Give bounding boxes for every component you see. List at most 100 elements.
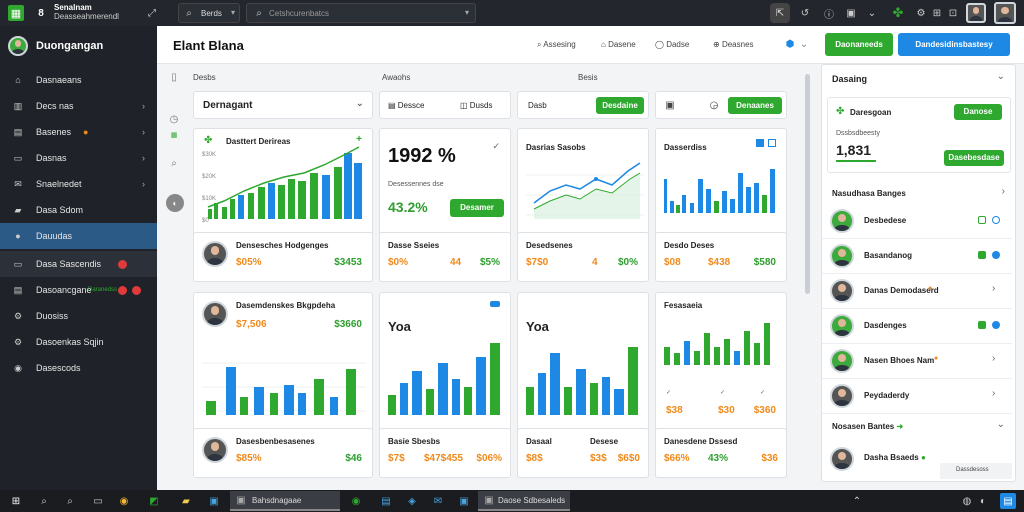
window-icon[interactable]: ▣ <box>459 495 469 507</box>
sidebar-item-users[interactable]: ● Dauudas <box>0 223 157 249</box>
filter-chip-1[interactable]: ▤ Dessce <box>388 101 425 110</box>
chart-6-label-2: ✓ <box>720 390 726 396</box>
settings-icon[interactable]: ◈ <box>408 495 416 507</box>
sidebar-item-home[interactable]: ⌂ Dasnaeans <box>0 67 157 93</box>
filter-chip-3[interactable]: Dasb <box>528 101 547 110</box>
sidebar-item-documents[interactable]: ▭ Dasnas › <box>0 145 157 171</box>
yoa-chart-svg-1 <box>388 343 500 415</box>
settings-icon: ⚙ <box>13 310 23 321</box>
chevron-down-icon[interactable]: ⌄ <box>996 71 1005 82</box>
page-icon[interactable]: ▯ <box>171 71 177 83</box>
taskview-icon[interactable]: ▭ <box>93 495 103 507</box>
expand-icon[interactable]: ⤢ <box>148 7 156 19</box>
person-card-2[interactable]: Dasesbenbesasenes $85% $46 <box>193 428 373 478</box>
sidebar-item-business[interactable]: ▤ Basenes ● › <box>0 119 157 145</box>
card-button-2[interactable]: Dasebesdase <box>944 150 1004 166</box>
legend-icon <box>768 139 776 147</box>
sidebar-item-label: Snaelnedet <box>36 179 82 189</box>
user-avatar[interactable] <box>966 3 986 23</box>
header-link-4[interactable]: ⊕ Deasnes <box>713 40 754 49</box>
folder-icon[interactable]: ▰ <box>182 495 190 507</box>
card-button-1[interactable]: Danose <box>954 104 1002 120</box>
avatar <box>202 241 228 267</box>
window-icon[interactable]: ▣ <box>209 495 219 507</box>
scrollbar[interactable] <box>805 74 810 294</box>
sidebar-item-info[interactable]: ◉ Dasescods <box>0 355 157 381</box>
volume-icon[interactable]: ◐ <box>979 495 987 507</box>
kpi-button[interactable]: Desamer <box>450 199 504 217</box>
sidebar-item-folder[interactable]: ▰ Dasa Sdom <box>0 197 157 223</box>
list-item[interactable]: Basandanog <box>822 240 1012 274</box>
filter-apply-button[interactable]: Desdaine <box>596 97 644 114</box>
taskbar-item-2[interactable]: ▣ Daose Sdbesaleds <box>478 491 570 511</box>
chevron-down-icon[interactable]: ⌄ <box>996 419 1005 430</box>
list-item[interactable]: Nasen Bhoes Nam ● › <box>822 345 1012 379</box>
top-bar: ▦ 8 Senalnam Deasseahmerendl ⤢ ⌕ Berds ▾… <box>0 0 1024 26</box>
reset-label[interactable]: Dassdesoss <box>956 467 989 473</box>
person-card-1[interactable]: Densesches Hodgenges $05% $3453 <box>193 232 373 282</box>
sidebar-item-notifications[interactable]: ▤ Dasoancgane Daranedss <box>0 277 157 303</box>
stat-value-2: 4 <box>592 257 598 268</box>
notification-icon[interactable]: ▤ <box>1000 493 1016 509</box>
windows-start-icon[interactable]: ⊞ <box>11 495 21 507</box>
header-link-2[interactable]: ⌂ Dasene <box>601 40 636 49</box>
cursor-icon[interactable]: ⇱ <box>770 3 790 23</box>
add-icon[interactable]: + <box>356 134 362 145</box>
dropdown-value: Dernagant <box>203 100 253 111</box>
avatar <box>830 349 854 373</box>
app-icon: ▣ <box>236 494 246 506</box>
stat-title: Danesdene Dssesd <box>664 437 738 446</box>
clipboard-icon[interactable]: ▣ <box>846 7 856 19</box>
taskbar-item-1[interactable]: ▣ Bahsdnagaae <box>230 491 340 511</box>
primary-blue-button[interactable]: Dandesidinsbastesy <box>898 33 1010 56</box>
help-icon[interactable]: ⓘ <box>824 9 834 21</box>
profile-avatar[interactable] <box>8 36 28 56</box>
user-avatar-2[interactable] <box>994 2 1016 24</box>
bell-icon[interactable]: ⊡ <box>948 7 958 19</box>
clock-icon[interactable]: ◶ <box>709 99 719 111</box>
sidebar-item-messages[interactable]: ▭ Dasa Sascendis <box>0 251 157 277</box>
mail-icon[interactable]: ✉ <box>433 495 443 507</box>
cortana-icon[interactable]: ⌕ <box>67 495 73 507</box>
filter-chip-2[interactable]: ◫ Dusds <box>460 101 493 110</box>
filter-action-button[interactable]: Denaanes <box>728 97 782 114</box>
search-icon[interactable]: ⌕ <box>171 157 177 169</box>
app-grid-icon[interactable]: ▦ <box>8 5 24 21</box>
image-icon[interactable]: ▣ <box>665 99 675 111</box>
list-item[interactable]: Danas Demodaserd ● › <box>822 275 1012 309</box>
network-icon[interactable]: ◍ <box>962 495 972 507</box>
list-item[interactable]: Dasdenges <box>822 310 1012 344</box>
settings-icon[interactable]: ⚙ <box>916 7 926 19</box>
list-item[interactable]: Desbedese <box>822 205 1012 239</box>
list-item[interactable]: Peydaderdy › <box>822 380 1012 414</box>
search-icon: ⌕ <box>186 7 192 19</box>
chevron-up-icon[interactable]: ⌃ <box>852 495 862 507</box>
clock-icon[interactable]: ◷ <box>169 113 179 125</box>
chevron-down-icon[interactable]: ⌄ <box>799 38 809 50</box>
sidebar-item-mail[interactable]: ✉ Snaelnedet › <box>0 171 157 197</box>
grid-icon[interactable]: ▦ <box>170 132 178 139</box>
filter-select[interactable]: ⌕ Berds ▾ <box>178 3 240 23</box>
primary-green-button[interactable]: Daonaneeds <box>825 33 893 56</box>
search-input[interactable]: ⌕ Cetshcurenbatcs ▾ <box>246 3 476 23</box>
chevron-right-icon[interactable]: › <box>1001 186 1005 197</box>
list-item-name: Basandanog <box>864 251 913 260</box>
lock-icon[interactable]: ⊞ <box>932 7 942 19</box>
leaf-icon[interactable]: ✤ <box>892 5 904 20</box>
app-icon[interactable]: ◩ <box>149 495 159 507</box>
puzzle-icon[interactable]: ⬢ <box>785 38 795 50</box>
chart-6-value-1: $38 <box>666 405 683 416</box>
chrome-icon[interactable]: ◉ <box>351 495 361 507</box>
chevron-down-icon[interactable]: ⌄ <box>867 7 877 19</box>
sidebar-item-security[interactable]: ⚙ Dasoenkas Sqjin <box>0 329 157 355</box>
sidebar-item-reports[interactable]: ▥ Decs nas › <box>0 93 157 119</box>
history-icon[interactable]: ↺ <box>800 7 810 19</box>
sidebar-item-settings[interactable]: ⚙ Duosiss <box>0 303 157 329</box>
dropdown-select[interactable]: Dernagant ⌄ <box>193 91 373 119</box>
search-icon[interactable]: ⌕ <box>41 495 47 507</box>
header-link-3[interactable]: ◯ Dadse <box>655 40 690 49</box>
store-icon[interactable]: ▤ <box>381 495 391 507</box>
browser-icon[interactable]: ◉ <box>119 495 129 507</box>
toggle-icon[interactable]: ◐ <box>166 194 184 212</box>
header-link-1[interactable]: ⌕ Assesing <box>537 40 576 49</box>
